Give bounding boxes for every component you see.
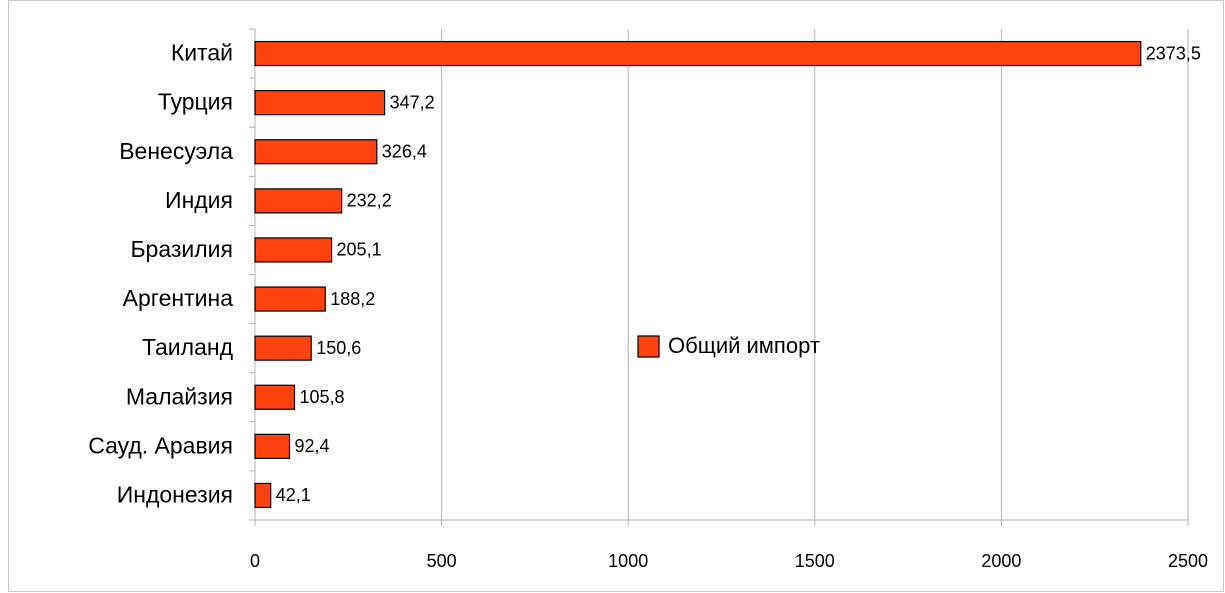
y-tick-label: Индонезия [117,482,233,508]
bar [254,139,378,165]
bar [254,433,291,459]
y-tick-label: Китай [171,40,233,66]
y-tick-label: Таиланд [142,334,234,360]
value-label: 205,1 [337,240,382,260]
legend-swatch [637,335,660,358]
bar [254,482,272,509]
value-label: 232,2 [347,191,392,211]
bar [254,90,386,116]
value-label: 150,6 [316,338,361,358]
y-tick-label: Малайзия [126,383,233,409]
x-tick-label: 1000 [608,551,648,571]
frame [8,0,1224,592]
x-tick-label: 2500 [1168,551,1208,571]
value-label: 347,2 [390,92,435,112]
y-tick-label: Бразилия [130,236,233,262]
bar [254,384,296,410]
bar [254,40,1142,67]
bar [254,188,343,214]
y-tick-label: Венесуэла [119,138,233,164]
bar [254,335,312,361]
bar [254,237,333,263]
y-tick-label: Индия [165,187,233,213]
x-tick-label: 500 [427,551,457,571]
value-label: 92,4 [294,436,329,456]
x-tick-label: 1500 [795,551,835,571]
value-label: 2373,5 [1146,43,1201,63]
y-tick-label: Аргентина [123,285,234,311]
value-label: 326,4 [382,142,427,162]
legend-label: Общий импорт [668,333,820,358]
x-tick-label: 2000 [981,551,1021,571]
y-tick-label: Турция [158,89,233,115]
value-label: 105,8 [299,387,344,407]
value-label: 42,1 [276,485,311,505]
bar [254,286,326,312]
y-tick-label: Сауд. Аравия [88,432,233,458]
value-label: 188,2 [330,289,375,309]
x-tick-label: 0 [250,551,260,571]
